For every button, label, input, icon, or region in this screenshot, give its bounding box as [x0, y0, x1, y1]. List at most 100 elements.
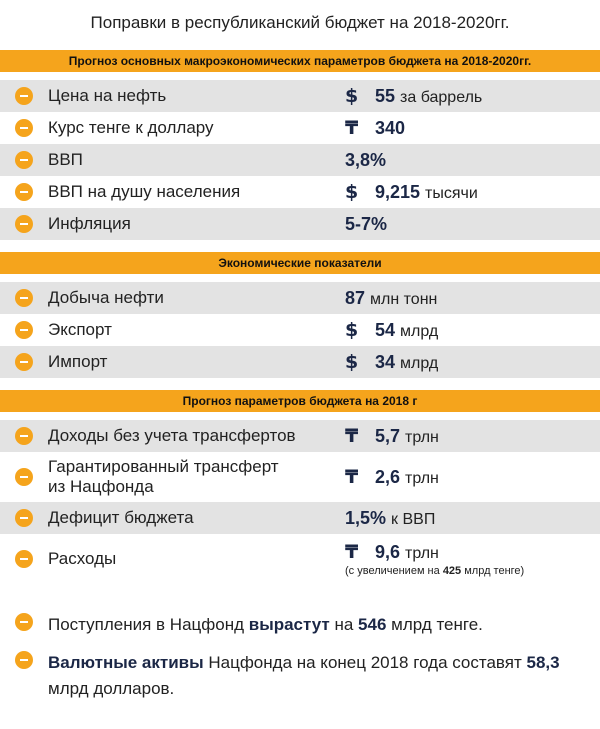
icon [15, 427, 33, 445]
icon [15, 151, 33, 169]
icon-detail [20, 435, 28, 437]
icon-detail [20, 297, 28, 299]
row: Гарантированный трансферт из Нацфонда ₸ 2,… [0, 452, 600, 502]
icon [15, 613, 33, 631]
value-column: $34 млрд [345, 351, 438, 373]
row-label: Расходы [48, 549, 117, 568]
unit: за баррель [400, 89, 483, 106]
icon-detail [20, 621, 28, 623]
text-part: Валютные активы [48, 653, 204, 672]
row: Расходы ₸ 9,6 трлн (с увеличением на 425 млр… [0, 534, 600, 584]
section-header: Экономические показатели [0, 252, 600, 274]
value-column: $9,215 тысячи [345, 181, 478, 203]
text-part: Поступления в Нацфонд [48, 615, 249, 634]
unit: трлн [405, 470, 439, 487]
icon-box [0, 467, 48, 487]
value-line: 3,8% [345, 150, 391, 171]
unit: млрд [400, 323, 439, 340]
note: (с увеличением на 425 млрд тенге) [345, 565, 524, 577]
section-rows: Цена на нефть $55 за баррель Курс тенге к д… [0, 80, 600, 240]
text-part: млрд тенге) [461, 565, 525, 577]
footer-text: Валютные активы Нацфонда на конец 2018 г… [48, 650, 578, 702]
section-header: Прогноз параметров бюджета на 2018 г [0, 390, 600, 412]
unit: тысячи [425, 185, 478, 202]
icon [15, 321, 33, 339]
text-part: вырастут [248, 615, 330, 634]
icon-box [0, 650, 48, 670]
value-column: $54 млрд [345, 319, 438, 341]
value-column: 87 млн тонн [345, 288, 437, 309]
value: 9,215 [375, 182, 421, 202]
value-column: ₸ 2,6 трлн [345, 466, 439, 488]
row-label: ВВП [48, 150, 83, 169]
value: 340 [375, 118, 406, 138]
icon-box [0, 549, 48, 569]
unit: к ВВП [391, 510, 436, 528]
icon [15, 289, 33, 307]
text-part: на [329, 615, 359, 634]
value-line: 87 млн тонн [345, 288, 437, 309]
icon [15, 183, 33, 201]
value-column: 1,5% к ВВП [345, 508, 435, 529]
footer: Поступления в Нацфонд вырастут на 546 мл… [0, 612, 600, 702]
icon [15, 651, 33, 669]
icon [15, 353, 33, 371]
value-column: $55 за баррель [345, 85, 482, 107]
footer-line: Поступления в Нацфонд вырастут на 546 мл… [0, 612, 600, 638]
text-part: 425 [442, 565, 462, 577]
value-column: ₸ 5,7 трлн [345, 425, 439, 447]
row: Дефицит бюджета 1,5% к ВВП [0, 502, 600, 534]
value: 5,7 [375, 426, 401, 446]
value-column: ₸ 9,6 трлн (с увеличением на 425 млрд тенге… [345, 541, 524, 577]
icon-box [0, 288, 48, 308]
text-part: 58,3 [526, 653, 560, 672]
icon [15, 87, 33, 105]
icon-detail [20, 558, 28, 560]
text-part: млрд долларов. [48, 679, 175, 698]
icon-detail [20, 127, 28, 129]
icon-detail [20, 517, 28, 519]
value: 2,6 [375, 467, 401, 487]
value-line: 1,5% к ВВП [345, 508, 435, 529]
value-line: ₸ 9,6 трлн [345, 541, 524, 563]
sections: Прогноз основных макроэкономических пара… [0, 50, 600, 584]
unit: трлн [405, 545, 439, 562]
icon-box [0, 426, 48, 446]
row-label: Экспорт [48, 320, 112, 339]
value: 9,6 [375, 542, 401, 562]
row: Добыча нефти 87 млн тонн [0, 282, 600, 314]
currency: ₸ [345, 425, 359, 447]
icon-detail [20, 361, 28, 363]
row: Инфляция 5-7% [0, 208, 600, 240]
row: Курс тенге к доллару ₸ 340 [0, 112, 600, 144]
row-label: Доходы без учета трансфертов [48, 426, 296, 445]
value-line: ₸ 5,7 трлн [345, 425, 439, 447]
row-label: Добыча нефти [48, 288, 164, 307]
currency: $ [345, 85, 359, 107]
icon-box [0, 150, 48, 170]
footer-line: Валютные активы Нацфонда на конец 2018 г… [0, 650, 600, 702]
currency: ₸ [345, 466, 359, 488]
text-part: 546 [358, 615, 387, 634]
row: ВВП 3,8% [0, 144, 600, 176]
value-column: 3,8% [345, 150, 391, 171]
currency: $ [345, 351, 359, 373]
text-part: млрд тенге. [386, 615, 483, 634]
value: 87 [345, 287, 366, 308]
value-line: $34 млрд [345, 351, 438, 373]
row: Экспорт $54 млрд [0, 314, 600, 346]
icon-box [0, 86, 48, 106]
icon [15, 509, 33, 527]
icon-box [0, 320, 48, 340]
icon-detail [20, 159, 28, 161]
icon-box [0, 352, 48, 372]
row: Доходы без учета трансфертов ₸ 5,7 трлн [0, 420, 600, 452]
value-column: ₸ 340 [345, 117, 410, 139]
icon [15, 468, 33, 486]
row-label: Гарантированный трансферт из Нацфонда [48, 457, 279, 496]
icon-box [0, 182, 48, 202]
currency: ₸ [345, 541, 359, 563]
value-line: $9,215 тысячи [345, 181, 478, 203]
value: 54 [375, 320, 396, 340]
